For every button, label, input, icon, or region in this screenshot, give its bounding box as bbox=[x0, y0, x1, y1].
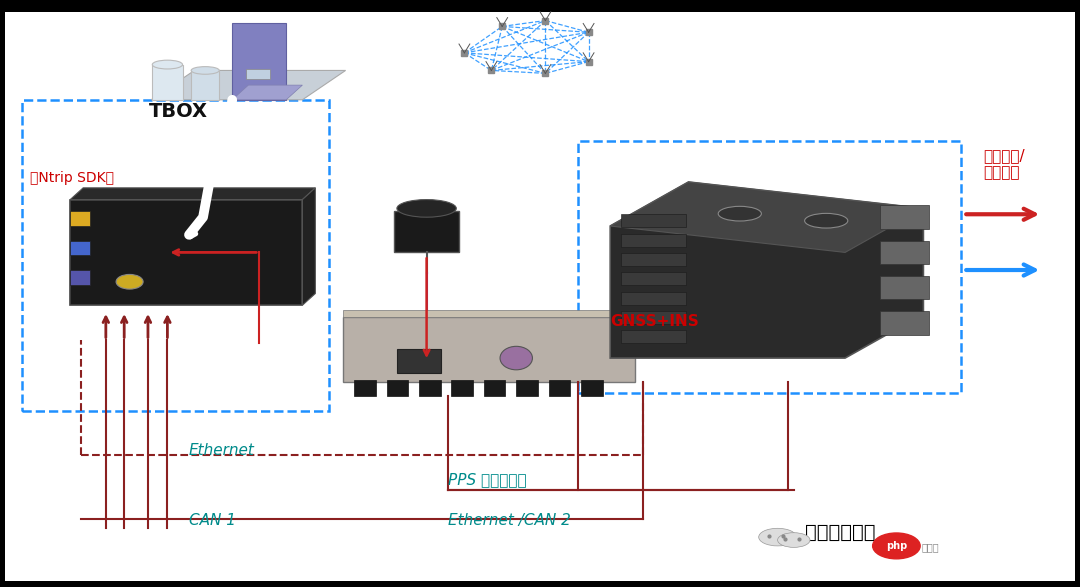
Ellipse shape bbox=[500, 346, 532, 370]
Bar bbox=[880, 276, 929, 299]
Bar bbox=[880, 241, 929, 264]
Polygon shape bbox=[152, 65, 183, 100]
Text: GNSS+INS: GNSS+INS bbox=[610, 314, 699, 329]
Bar bbox=[621, 214, 686, 227]
Polygon shape bbox=[232, 85, 302, 100]
Ellipse shape bbox=[397, 200, 457, 217]
Bar bbox=[343, 317, 635, 382]
Bar bbox=[621, 311, 686, 324]
Polygon shape bbox=[610, 182, 923, 358]
Ellipse shape bbox=[778, 533, 810, 547]
Bar bbox=[578, 141, 961, 393]
Bar bbox=[70, 200, 302, 305]
Bar bbox=[22, 100, 329, 411]
Bar bbox=[621, 272, 686, 285]
Bar bbox=[621, 292, 686, 305]
Polygon shape bbox=[70, 188, 315, 200]
Bar bbox=[354, 380, 376, 396]
Polygon shape bbox=[232, 23, 286, 100]
Bar bbox=[70, 211, 90, 226]
Bar bbox=[246, 69, 270, 79]
Bar bbox=[419, 380, 441, 396]
Text: 焉知智能汽车: 焉知智能汽车 bbox=[805, 523, 875, 542]
Text: Ethernet /CAN 2: Ethernet /CAN 2 bbox=[448, 514, 571, 528]
Ellipse shape bbox=[117, 275, 143, 289]
Text: php: php bbox=[886, 541, 907, 551]
Text: 本地时间/
数据时钟: 本地时间/ 数据时钟 bbox=[983, 148, 1025, 181]
Polygon shape bbox=[151, 70, 346, 100]
Bar bbox=[880, 311, 929, 335]
Ellipse shape bbox=[152, 60, 183, 69]
Circle shape bbox=[873, 533, 920, 559]
Text: （Ntrip SDK）: （Ntrip SDK） bbox=[30, 171, 114, 185]
Bar bbox=[516, 380, 538, 396]
Bar bbox=[880, 205, 929, 229]
Bar bbox=[70, 241, 90, 255]
Bar bbox=[621, 234, 686, 247]
Text: PPS 统一时间源: PPS 统一时间源 bbox=[448, 473, 527, 487]
Ellipse shape bbox=[718, 207, 761, 221]
Bar bbox=[394, 211, 459, 252]
Bar bbox=[581, 380, 603, 396]
Bar bbox=[343, 310, 635, 317]
Bar bbox=[70, 270, 90, 285]
Text: Ethernet: Ethernet bbox=[189, 443, 255, 458]
Ellipse shape bbox=[805, 214, 848, 228]
Bar bbox=[484, 380, 505, 396]
Polygon shape bbox=[302, 188, 315, 305]
Text: TBOX: TBOX bbox=[149, 102, 207, 122]
Bar bbox=[605, 179, 929, 361]
Bar bbox=[621, 330, 686, 343]
Bar bbox=[397, 349, 441, 373]
Text: 中文网: 中文网 bbox=[921, 542, 939, 553]
Bar bbox=[387, 380, 408, 396]
Polygon shape bbox=[191, 70, 219, 100]
Polygon shape bbox=[610, 182, 923, 252]
Text: CAN 1: CAN 1 bbox=[189, 514, 237, 528]
Bar bbox=[549, 380, 570, 396]
Bar bbox=[621, 253, 686, 266]
Bar bbox=[451, 380, 473, 396]
Ellipse shape bbox=[191, 67, 219, 75]
Ellipse shape bbox=[759, 528, 797, 546]
